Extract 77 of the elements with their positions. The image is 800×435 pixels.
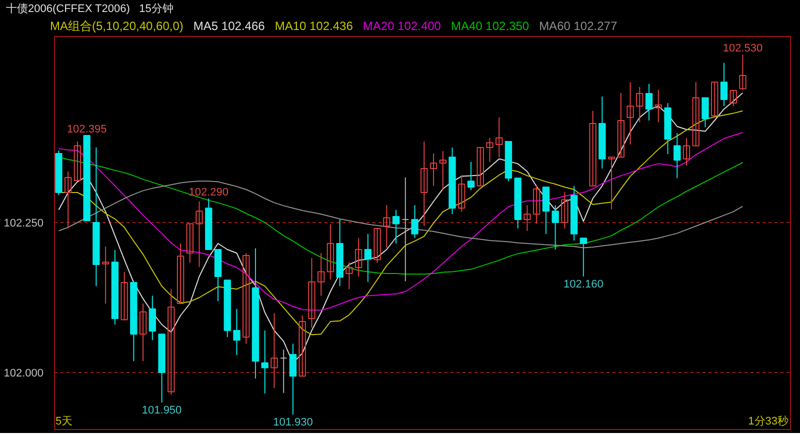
candlestick xyxy=(720,62,728,107)
candlestick xyxy=(411,204,418,239)
chart-subtitle: 15分钟 xyxy=(139,3,174,15)
candlestick xyxy=(289,343,297,415)
candlestick xyxy=(524,204,531,232)
candlestick xyxy=(64,171,72,229)
text: MA40 102.350 xyxy=(450,19,530,33)
candlestick xyxy=(702,97,709,128)
text: MA10 102.436 xyxy=(274,19,353,33)
candlestick xyxy=(102,246,110,304)
candlestick xyxy=(532,184,540,224)
candlestick xyxy=(636,86,644,123)
candlestick xyxy=(196,201,203,268)
candlestick xyxy=(233,308,240,356)
annotation: 102.530 xyxy=(722,42,763,54)
candlestick xyxy=(645,83,653,121)
candlestick xyxy=(280,349,288,394)
candlestick xyxy=(383,204,390,248)
line-series xyxy=(58,132,744,311)
candlestick xyxy=(308,257,316,328)
candlestick xyxy=(242,252,250,344)
annotation: 101.950 xyxy=(142,404,182,416)
text: 1分33秒 xyxy=(748,416,789,428)
candlestick xyxy=(270,312,278,389)
text: MA60 102.277 xyxy=(539,19,618,33)
candlestick xyxy=(298,315,306,377)
candlestick xyxy=(139,303,147,362)
candlestick xyxy=(589,110,596,186)
candlestick xyxy=(486,137,494,162)
candlestick xyxy=(739,54,746,90)
candlestick xyxy=(542,186,550,234)
line-series xyxy=(58,180,744,248)
annotation: 102.395 xyxy=(66,124,107,136)
annotation: 102.290 xyxy=(188,186,229,198)
candlestick xyxy=(552,204,559,250)
candlestick xyxy=(682,137,690,166)
candlestick xyxy=(420,141,428,227)
candlestick xyxy=(496,117,503,158)
candlestick xyxy=(74,141,82,181)
y-tick-label: 102.250 xyxy=(4,218,44,230)
text: MA20 102.400 xyxy=(362,19,441,33)
candlestick xyxy=(374,228,381,264)
candlestick xyxy=(561,191,568,229)
candlestick xyxy=(346,262,353,290)
candlestick xyxy=(580,238,588,277)
candlestick xyxy=(467,161,475,191)
candlestick xyxy=(692,82,700,146)
candlestick xyxy=(458,174,466,212)
candlestick xyxy=(364,233,372,282)
candlestick xyxy=(730,90,737,107)
y-tick-label: 102.000 xyxy=(4,368,44,380)
candlestick xyxy=(617,92,624,158)
candlestick xyxy=(176,243,184,304)
candlestick xyxy=(317,252,325,296)
candlestick xyxy=(476,147,484,186)
annotation: 5天 xyxy=(56,416,73,428)
annotation: 101.930 xyxy=(273,416,313,428)
candlestick xyxy=(186,223,194,264)
candlestick xyxy=(439,150,446,191)
candlestick xyxy=(654,89,662,123)
candlestick xyxy=(326,224,334,280)
candlestick xyxy=(261,330,268,394)
candlestick xyxy=(608,156,616,210)
candlestick xyxy=(711,82,718,116)
candlestick xyxy=(168,288,175,396)
candlestick xyxy=(402,177,409,282)
chart-title: 十债2006(CFFEX T2006) xyxy=(6,3,130,15)
candlestick xyxy=(120,271,128,320)
annotation: 102.160 xyxy=(564,278,604,290)
candlestick xyxy=(674,132,681,179)
candlestick xyxy=(626,82,634,145)
candlestick xyxy=(392,209,400,244)
candlestick xyxy=(354,238,362,277)
candlestick xyxy=(430,153,438,186)
text: MA5 102.466 xyxy=(193,19,265,33)
legend-title: MA组合(5,10,20,40,60,0) xyxy=(50,19,184,33)
candlestick xyxy=(148,295,156,341)
